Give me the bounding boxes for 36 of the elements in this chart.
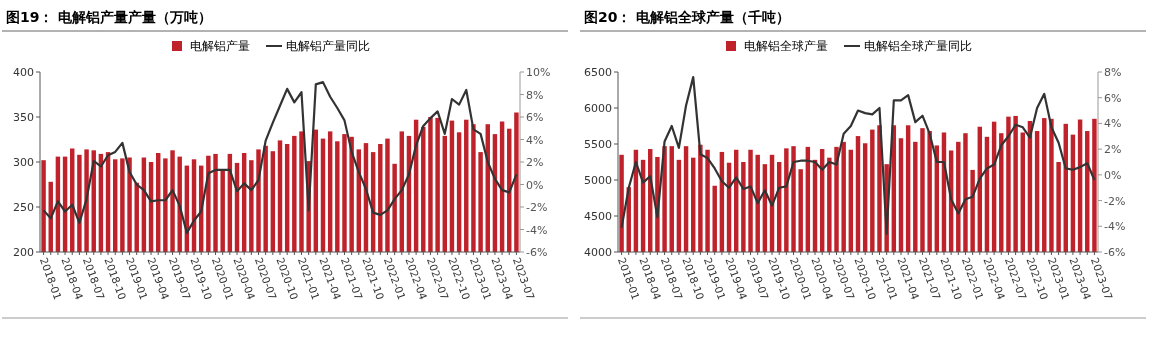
y-tick-label: 300 (13, 156, 34, 169)
y2-tick-label: 8% (526, 88, 544, 102)
y2-tick-label: -4% (526, 223, 548, 237)
chart-title: 图20： 电解铝全球产量（千吨） (584, 9, 791, 25)
y2-tick-label: 2% (1104, 143, 1122, 157)
y2-tick-label: -6% (1104, 246, 1126, 259)
legend-label: 电解铝全球产量 (744, 39, 828, 53)
y2-tick-label: -2% (1104, 194, 1126, 208)
y2-tick-label: 0% (1104, 168, 1122, 182)
legend-label: 电解铝全球产量同比 (864, 39, 972, 53)
y-tick-label: 5500 (584, 138, 612, 151)
y-tick-label: 250 (13, 201, 34, 214)
y-tick-label: 400 (13, 66, 34, 79)
y-tick-label: 6000 (584, 102, 612, 115)
y-tick-label: 6500 (584, 66, 612, 79)
y-tick-label: 350 (13, 111, 34, 124)
y2-tick-label: -2% (526, 201, 548, 214)
y-tick-label: 4500 (584, 210, 612, 223)
y-tick-label: 200 (13, 246, 34, 259)
legend-label: 电解铝产量 (190, 39, 250, 53)
y2-tick-label: 4% (1104, 117, 1122, 131)
y2-tick-label: 2% (526, 156, 544, 169)
y2-tick-label: 6% (526, 111, 544, 124)
y2-tick-label: 0% (526, 178, 544, 192)
y2-tick-label: 4% (526, 133, 544, 147)
y2-tick-label: -4% (1104, 220, 1126, 234)
line-series (620, 76, 1096, 236)
line-series (42, 81, 518, 234)
chart-title: 图19： 电解铝产量产量（万吨） (6, 9, 213, 25)
y-tick-label: 4000 (584, 246, 612, 259)
legend-label: 电解铝产量同比 (286, 39, 370, 53)
y2-tick-label: -6% (526, 246, 548, 259)
y-tick-label: 5000 (584, 174, 612, 187)
y2-tick-label: 8% (1104, 66, 1122, 79)
y2-tick-label: 10% (526, 66, 551, 79)
y2-tick-label: 6% (1104, 91, 1122, 105)
